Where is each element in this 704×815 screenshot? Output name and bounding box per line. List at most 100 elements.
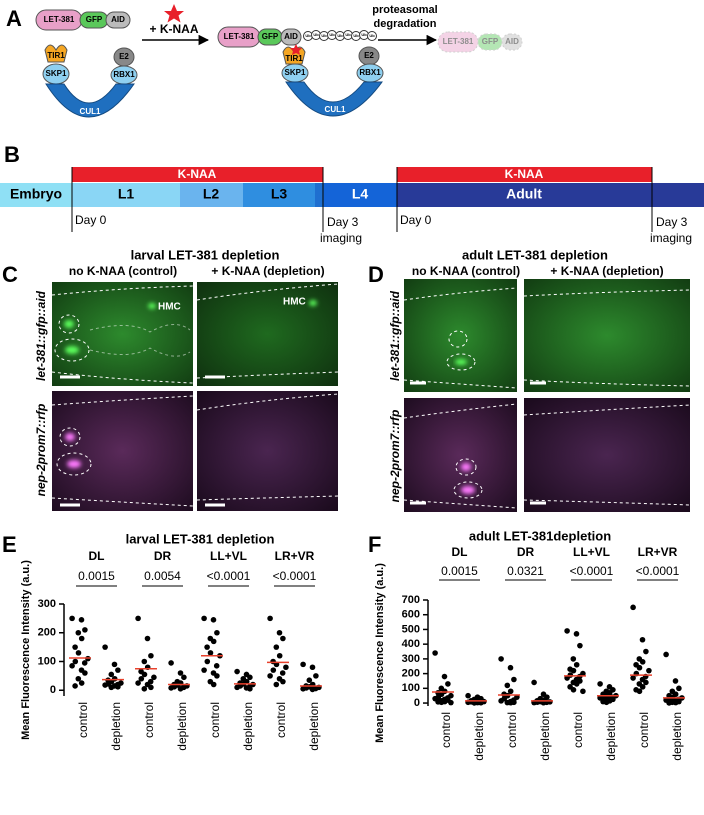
dot [214, 673, 220, 679]
dot [213, 663, 220, 669]
ub-label: Ub [321, 33, 327, 38]
protein-label: AID [505, 37, 519, 46]
dot [672, 678, 679, 684]
p-value: 0.0054 [144, 569, 181, 583]
cells [64, 300, 317, 468]
dot [276, 629, 283, 636]
ub-label: Ub [369, 33, 375, 38]
dot [102, 682, 108, 688]
dot [630, 675, 636, 681]
aid-pill [280, 28, 302, 46]
complex-label: SKP1 [285, 68, 306, 77]
dot [115, 684, 121, 690]
micrograph [524, 398, 690, 512]
dot [498, 698, 504, 704]
knaa-label: K-NAA [178, 167, 217, 181]
y-tick-label: 300 [38, 598, 56, 610]
protein-label: AID [284, 32, 298, 41]
y-tick-label: 400 [402, 638, 420, 650]
dot [465, 692, 471, 699]
x-tick-label: control [274, 702, 288, 738]
degraded-protein: LET-381 GFP AID [437, 31, 523, 53]
column-label: + K-NAA (depletion) [550, 264, 663, 278]
group-label: DR [154, 549, 172, 563]
dot [603, 699, 610, 706]
p-value: <0.0001 [570, 564, 614, 578]
dot [144, 635, 151, 642]
scale-bars [60, 375, 225, 507]
group-label: LR+VR [275, 549, 315, 563]
y-tick-label: 0 [414, 697, 420, 709]
dot [177, 686, 184, 692]
dot [72, 644, 78, 650]
dot [201, 615, 207, 622]
dot [300, 686, 306, 692]
x-tick-label: depletion [604, 712, 618, 761]
dot [666, 700, 672, 706]
complex-label: RBX1 [113, 70, 135, 79]
dot [138, 675, 145, 682]
x-tick-label: depletion [241, 702, 255, 751]
dot [306, 677, 313, 683]
stage-label: Embryo [10, 186, 62, 202]
dot [82, 670, 88, 676]
complex-label: CUL1 [80, 107, 101, 116]
ub-label: Ub [329, 32, 335, 37]
let381-pill [437, 31, 479, 53]
dot [570, 667, 577, 674]
stage-label: L2 [203, 186, 220, 202]
dot [270, 667, 277, 673]
dot [639, 636, 646, 643]
knaa-star [164, 4, 184, 23]
panel-a: A LET-381 GFP AID TIR1 SKP1 E2 RBX1 CUL1… [6, 4, 523, 118]
complex-label: TIR1 [47, 51, 65, 60]
knaa-bar [72, 167, 323, 182]
panel-label: D [368, 262, 384, 287]
dot [636, 688, 643, 695]
dot [148, 684, 154, 691]
gfp-pill [477, 33, 503, 51]
dot [309, 664, 316, 671]
dot [115, 667, 121, 673]
p-value: 0.0015 [441, 564, 478, 578]
dot [504, 682, 511, 689]
dot [280, 635, 286, 642]
ub-label: Ub [353, 33, 359, 38]
complex-label: RBX1 [359, 68, 381, 77]
dot [630, 604, 636, 611]
dot [81, 660, 88, 666]
stage-bar [72, 183, 180, 207]
step-label: degradation [374, 18, 437, 30]
dot [168, 660, 174, 666]
panel-label: E [2, 532, 17, 557]
x-tick-label: depletion [538, 712, 552, 761]
dot [234, 668, 240, 675]
dot [636, 664, 643, 671]
cells [455, 359, 475, 494]
p-value: 0.0015 [78, 569, 115, 583]
dot [78, 617, 85, 623]
panel-title: adult LET-381 depletion [462, 247, 608, 262]
dot [75, 650, 82, 656]
chart-title: larval LET-381 depletion [126, 531, 275, 546]
dot [141, 686, 148, 692]
day-label: Day 0 [400, 213, 432, 227]
dot [672, 699, 679, 706]
dot [108, 671, 115, 678]
dot [72, 658, 79, 665]
x-tick-label: control [505, 712, 519, 748]
dot [75, 629, 82, 636]
outlines [403, 287, 691, 509]
dot [267, 615, 273, 622]
row-label: nep-2prom7::rfp [34, 404, 48, 497]
group-label: DR [517, 545, 535, 559]
group-label: LL+VL [210, 549, 247, 563]
dot [204, 644, 210, 650]
day-label: Day 0 [75, 213, 107, 227]
x-tick-label: depletion [175, 702, 189, 751]
stage-bar [243, 183, 315, 207]
dot [201, 667, 207, 673]
dot [300, 661, 306, 668]
x-tick-label: control [76, 702, 90, 738]
p-value: <0.0001 [636, 564, 680, 578]
